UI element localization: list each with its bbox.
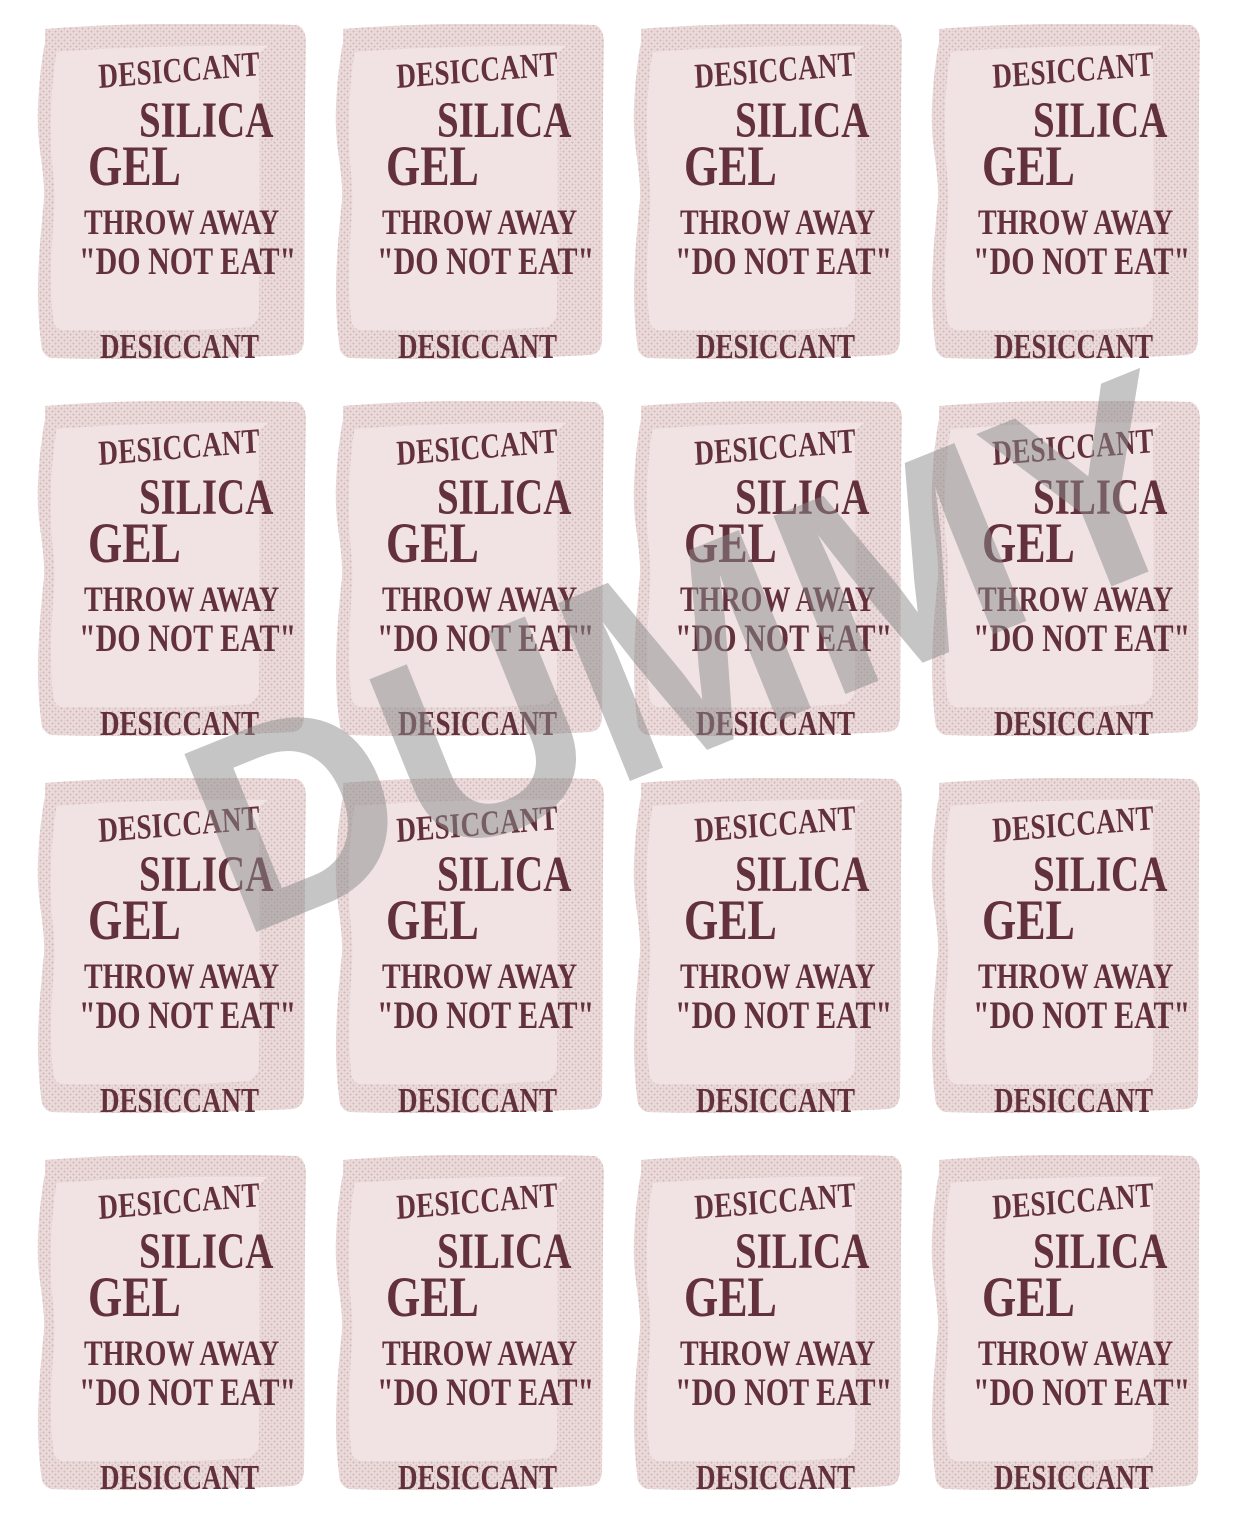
svg-text:"DO NOT EAT": "DO NOT EAT" — [79, 993, 296, 1037]
svg-text:"DO NOT EAT": "DO NOT EAT" — [973, 1370, 1190, 1414]
svg-text:DESICCANT: DESICCANT — [398, 704, 557, 743]
svg-text:THROW AWAY: THROW AWAY — [382, 957, 577, 997]
svg-text:"DO NOT EAT": "DO NOT EAT" — [79, 616, 296, 660]
svg-text:"DO NOT EAT": "DO NOT EAT" — [973, 616, 1190, 660]
svg-text:GEL: GEL — [386, 1267, 479, 1330]
svg-text:"DO NOT EAT": "DO NOT EAT" — [973, 993, 1190, 1037]
svg-text:DESICCANT: DESICCANT — [398, 1458, 557, 1497]
svg-text:THROW AWAY: THROW AWAY — [978, 1334, 1173, 1374]
svg-text:GEL: GEL — [684, 136, 777, 199]
svg-text:GEL: GEL — [88, 513, 181, 576]
svg-text:"DO NOT EAT": "DO NOT EAT" — [675, 1370, 892, 1414]
svg-text:THROW AWAY: THROW AWAY — [680, 957, 875, 997]
svg-text:"DO NOT EAT": "DO NOT EAT" — [675, 616, 892, 660]
svg-text:DESICCANT: DESICCANT — [100, 1458, 259, 1497]
svg-text:"DO NOT EAT": "DO NOT EAT" — [79, 1370, 296, 1414]
svg-text:THROW AWAY: THROW AWAY — [978, 957, 1173, 997]
svg-text:THROW AWAY: THROW AWAY — [84, 1334, 279, 1374]
svg-text:DESICCANT: DESICCANT — [696, 327, 855, 366]
svg-text:GEL: GEL — [982, 513, 1075, 576]
svg-text:GEL: GEL — [684, 513, 777, 576]
svg-text:"DO NOT EAT": "DO NOT EAT" — [377, 1370, 594, 1414]
svg-text:DESICCANT: DESICCANT — [100, 704, 259, 743]
svg-text:THROW AWAY: THROW AWAY — [382, 1334, 577, 1374]
svg-text:GEL: GEL — [982, 136, 1075, 199]
svg-text:GEL: GEL — [982, 1267, 1075, 1330]
svg-text:GEL: GEL — [684, 890, 777, 953]
svg-text:THROW AWAY: THROW AWAY — [680, 1334, 875, 1374]
svg-text:THROW AWAY: THROW AWAY — [84, 580, 279, 620]
svg-text:GEL: GEL — [386, 136, 479, 199]
svg-text:DESICCANT: DESICCANT — [100, 1081, 259, 1120]
svg-text:GEL: GEL — [88, 136, 181, 199]
svg-text:GEL: GEL — [386, 890, 479, 953]
svg-text:GEL: GEL — [88, 1267, 181, 1330]
svg-text:DESICCANT: DESICCANT — [696, 1081, 855, 1120]
svg-text:DESICCANT: DESICCANT — [994, 1458, 1153, 1497]
svg-text:"DO NOT EAT": "DO NOT EAT" — [377, 993, 594, 1037]
svg-text:"DO NOT EAT": "DO NOT EAT" — [675, 239, 892, 283]
svg-text:DESICCANT: DESICCANT — [100, 327, 259, 366]
svg-text:"DO NOT EAT": "DO NOT EAT" — [675, 993, 892, 1037]
svg-text:THROW AWAY: THROW AWAY — [978, 203, 1173, 243]
svg-text:DESICCANT: DESICCANT — [994, 1081, 1153, 1120]
svg-text:GEL: GEL — [386, 513, 479, 576]
svg-text:THROW AWAY: THROW AWAY — [382, 580, 577, 620]
svg-text:GEL: GEL — [684, 1267, 777, 1330]
svg-text:DESICCANT: DESICCANT — [696, 1458, 855, 1497]
svg-text:THROW AWAY: THROW AWAY — [84, 203, 279, 243]
svg-text:THROW AWAY: THROW AWAY — [680, 203, 875, 243]
svg-text:"DO NOT EAT": "DO NOT EAT" — [377, 239, 594, 283]
svg-text:THROW AWAY: THROW AWAY — [84, 957, 279, 997]
svg-text:DESICCANT: DESICCANT — [696, 704, 855, 743]
svg-text:GEL: GEL — [88, 890, 181, 953]
svg-text:THROW AWAY: THROW AWAY — [680, 580, 875, 620]
svg-text:DESICCANT: DESICCANT — [398, 327, 557, 366]
svg-text:DESICCANT: DESICCANT — [994, 327, 1153, 366]
svg-text:THROW AWAY: THROW AWAY — [382, 203, 577, 243]
svg-text:DESICCANT: DESICCANT — [398, 1081, 557, 1120]
svg-text:"DO NOT EAT": "DO NOT EAT" — [79, 239, 296, 283]
svg-text:DESICCANT: DESICCANT — [994, 704, 1153, 743]
svg-text:"DO NOT EAT": "DO NOT EAT" — [973, 239, 1190, 283]
svg-text:THROW AWAY: THROW AWAY — [978, 580, 1173, 620]
svg-text:GEL: GEL — [982, 890, 1075, 953]
svg-text:"DO NOT EAT": "DO NOT EAT" — [377, 616, 594, 660]
